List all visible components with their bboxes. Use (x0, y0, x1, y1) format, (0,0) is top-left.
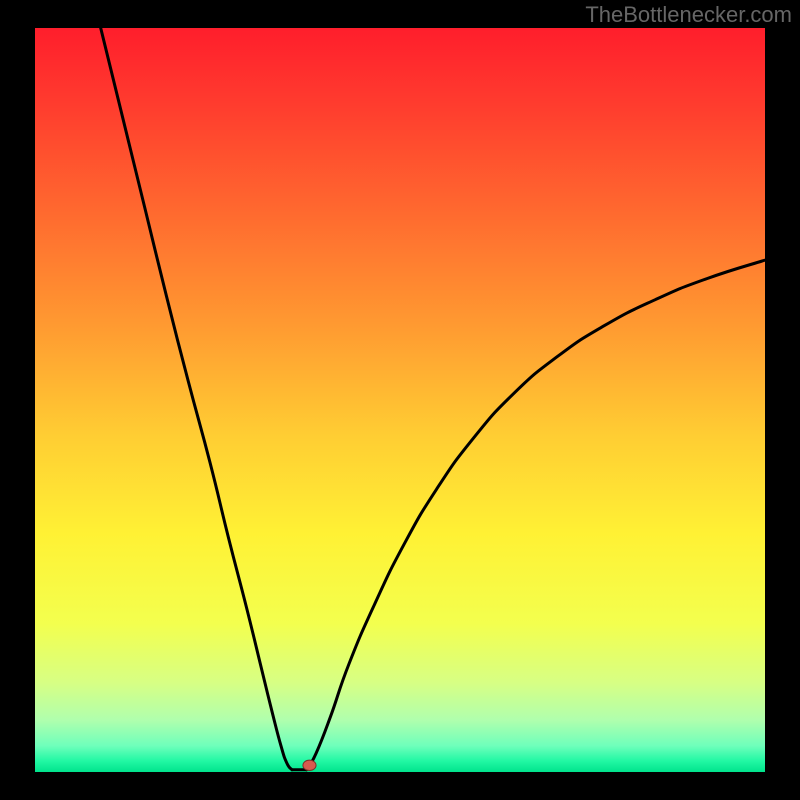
minimum-marker (303, 760, 316, 770)
plot-background (35, 28, 765, 772)
chart-frame: TheBottlenecker.com (0, 0, 800, 800)
watermark-text: TheBottlenecker.com (585, 2, 792, 28)
bottleneck-chart (0, 0, 800, 800)
